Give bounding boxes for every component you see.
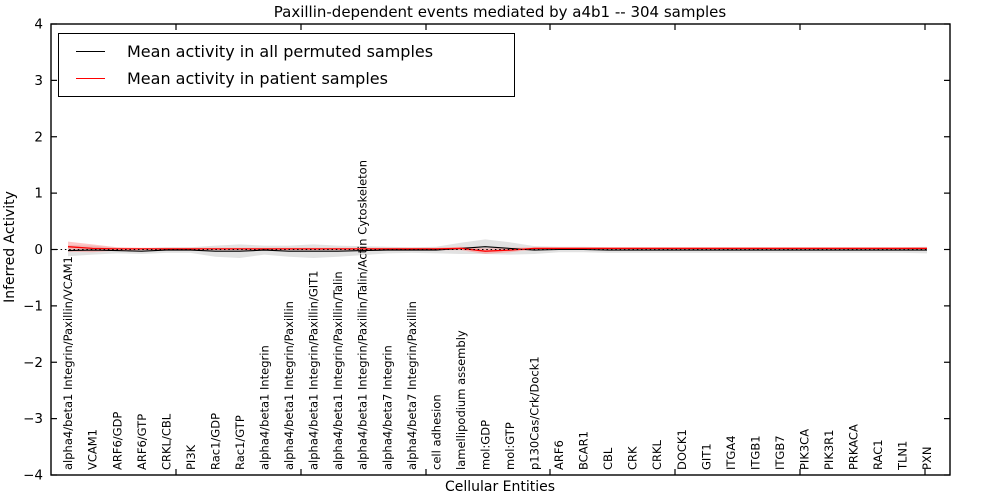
x-tick-label: alpha4/beta1 Integrin/Paxillin/VCAM1 <box>61 256 75 470</box>
x-tick-label: CRKL/CBL <box>159 413 173 470</box>
y-tick-label: 4 <box>34 17 43 33</box>
x-tick-label: cell adhesion <box>429 394 443 470</box>
patient-mean-line <box>67 246 927 252</box>
x-tick-label: PIK3R1 <box>822 430 836 471</box>
x-tick-label: alpha4/beta7 Integrin <box>380 345 394 470</box>
patient-line-swatch <box>76 78 105 79</box>
x-tick-label: mol:GTP <box>503 422 517 470</box>
permuted-std-band <box>68 239 927 258</box>
x-tick-label: CRK <box>626 446 640 470</box>
x-tick-label: ARF6 <box>552 440 566 470</box>
x-tick-label: PIK3CA <box>798 429 812 470</box>
y-tick-label: 2 <box>34 129 43 145</box>
y-tick-label: −4 <box>23 468 43 484</box>
x-tick-label: GIT1 <box>699 443 713 470</box>
x-tick-label: DOCK1 <box>675 429 689 470</box>
y-tick-label: −2 <box>23 355 43 371</box>
x-tick-label: PXN <box>920 447 934 470</box>
x-tick-label: BCAR1 <box>577 431 591 470</box>
x-tick-label: alpha4/beta1 Integrin <box>258 345 272 470</box>
permuted-line-swatch <box>76 51 105 52</box>
x-tick-label: alpha4/beta1 Integrin/Paxillin <box>282 301 296 470</box>
x-tick-label: Rac1/GDP <box>209 413 223 470</box>
legend-item-permuted: Mean activity in all permuted samples <box>76 42 514 61</box>
x-tick-label: Rac1/GTP <box>233 415 247 470</box>
x-tick-label: alpha4/beta1 Integrin/Paxillin/GIT1 <box>307 271 321 470</box>
x-tick-label: ARF6/GTP <box>135 414 149 470</box>
x-tick-label: RAC1 <box>871 439 885 470</box>
x-tick-label: alpha4/beta7 Integrin/Paxillin <box>405 301 419 470</box>
x-tick-label: lamellipodium assembly <box>454 330 468 470</box>
x-tick-label: CBL <box>601 447 615 470</box>
x-tick-label: CRKL <box>650 439 664 470</box>
x-tick-label: ITGB7 <box>773 435 787 470</box>
x-tick-label: PI3K <box>184 444 198 470</box>
x-tick-label: alpha4/beta1 Integrin/Paxillin/Talin <box>331 271 345 470</box>
chart-title: Paxillin-dependent events mediated by a4… <box>273 3 727 21</box>
x-tick-label: VCAM1 <box>86 429 100 470</box>
x-tick-label: p130Cas/Crk/Dock1 <box>528 356 542 470</box>
legend-item-patient: Mean activity in patient samples <box>76 69 514 88</box>
x-axis-label: Cellular Entities <box>444 479 556 495</box>
legend: Mean activity in all permuted samples Me… <box>58 33 515 97</box>
legend-label-permuted: Mean activity in all permuted samples <box>127 42 434 61</box>
x-tick-label: ARF6/GDP <box>110 412 124 470</box>
legend-label-patient: Mean activity in patient samples <box>127 69 388 88</box>
x-tick-label: TLN1 <box>896 441 910 471</box>
y-tick-label: −1 <box>23 298 43 314</box>
x-tick-label: ITGB1 <box>748 435 762 470</box>
x-tick-label: ITGA4 <box>724 435 738 470</box>
y-tick-label: 0 <box>34 242 43 258</box>
y-tick-label: 3 <box>34 73 43 89</box>
x-tick-label: PRKACA <box>847 424 861 470</box>
y-tick-label: 1 <box>34 186 43 202</box>
x-tick-label: alpha4/beta1 Integrin/Paxillin/Talin/Act… <box>356 160 370 470</box>
y-axis-label: Inferred Activity <box>2 191 18 303</box>
permuted-mean-line <box>67 246 927 252</box>
x-tick-label: mol:GDP <box>478 420 492 470</box>
y-tick-label: −3 <box>23 411 43 427</box>
